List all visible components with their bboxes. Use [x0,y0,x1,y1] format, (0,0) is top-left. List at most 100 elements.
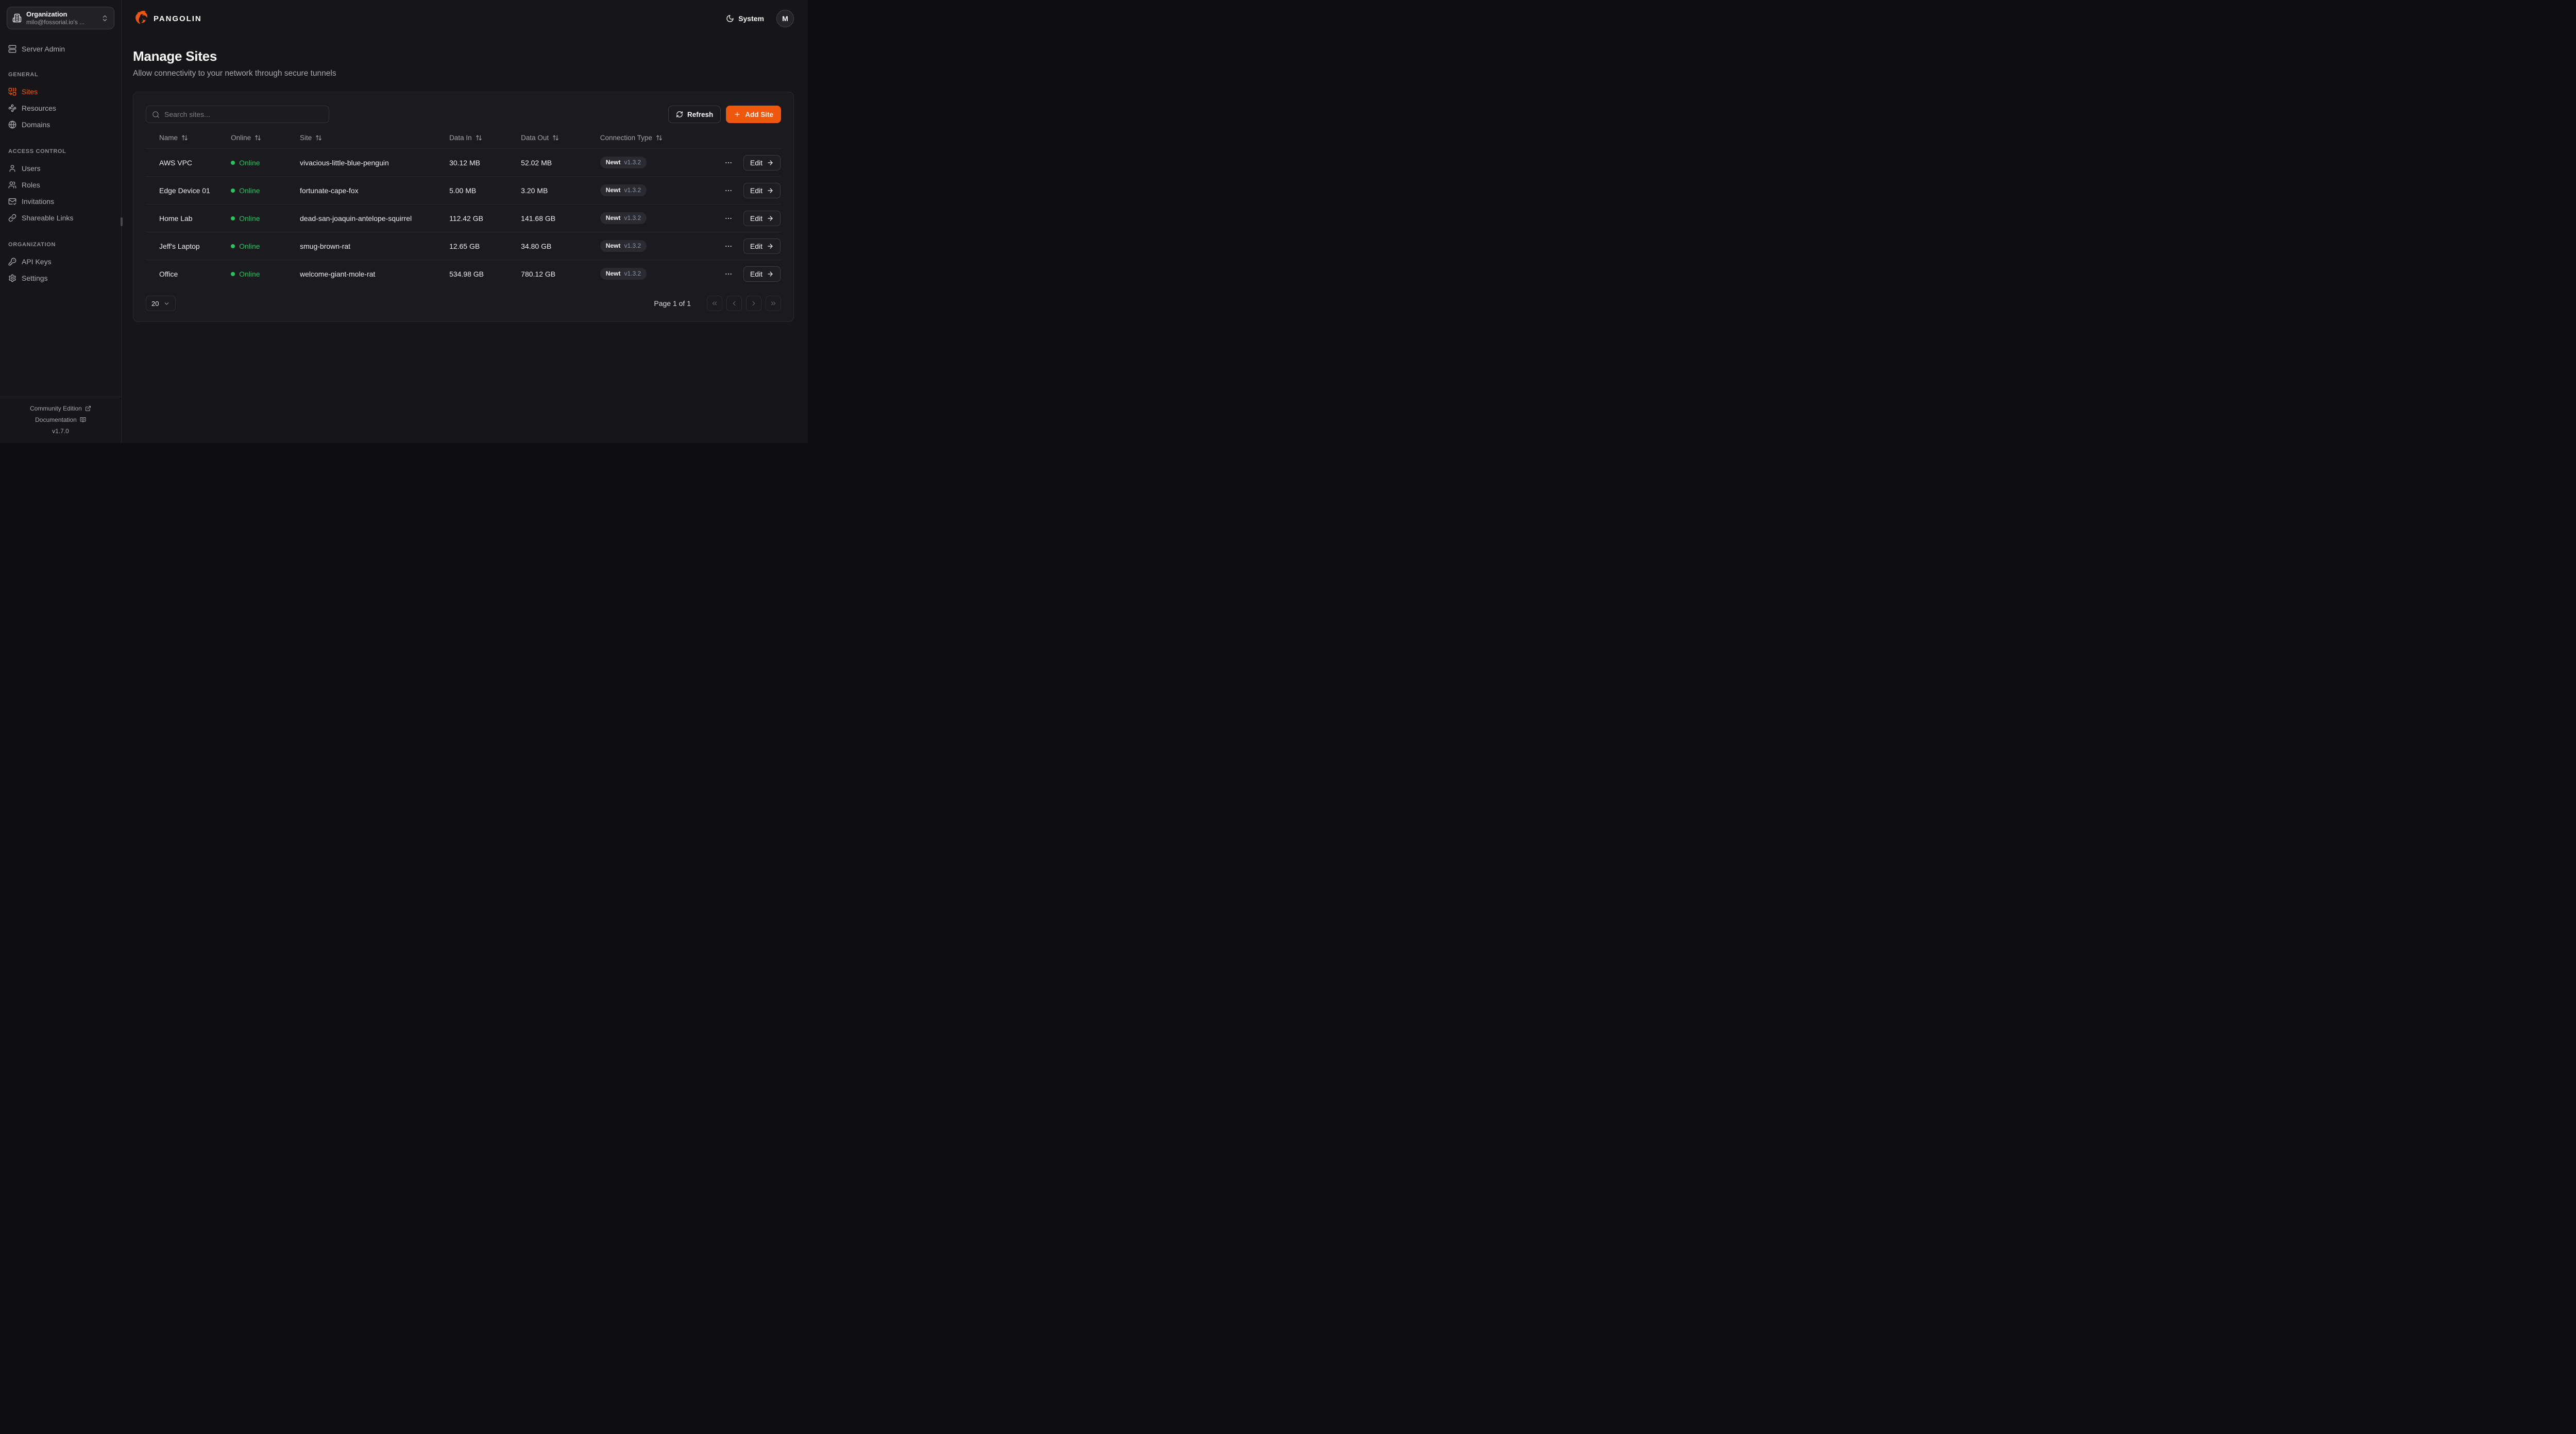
column-label: Online [231,134,251,142]
key-icon [8,258,16,266]
sidebar-item-invitations[interactable]: Invitations [8,193,113,210]
connection-version-label: v1.3.2 [624,270,641,277]
sort-arrows-icon [182,135,188,141]
theme-toggle[interactable]: System [726,14,764,23]
pager: Page 1 of 1 [654,296,781,311]
sidebar-item-roles[interactable]: Roles [8,177,113,193]
section-label-organization: ORGANIZATION [8,242,56,248]
site-name-cell: AWS VPC [146,148,218,177]
column-label: Connection Type [600,134,652,142]
site-name-cell: Jeff's Laptop [146,232,218,260]
table-row: AWS VPC Online vivacious-little-blue-pen… [146,148,781,177]
topbar-right: System M [726,10,794,27]
sidebar-item-api-keys[interactable]: API Keys [8,253,113,270]
external-link-icon [85,406,91,411]
edit-label: Edit [750,186,762,195]
avatar[interactable]: M [776,10,794,27]
documentation-link[interactable]: Documentation [4,414,117,425]
site-connection-type-cell: Newt v1.3.2 [586,204,711,232]
site-connection-type-cell: Newt v1.3.2 [587,260,711,288]
chevrons-left-icon [712,301,717,305]
sort-arrows-icon [656,135,662,141]
sidebar-item-domains[interactable]: Domains [8,116,113,133]
sort-data-in[interactable]: Data In [449,134,482,142]
arrow-right-icon [768,215,773,221]
edit-button[interactable]: Edit [743,238,781,254]
column-header-name: Name [146,127,218,149]
page-size-select[interactable]: 20 [146,296,176,311]
sidebar-item-server-admin[interactable]: Server Admin [8,41,113,57]
sidebar-item-settings[interactable]: Settings [8,270,113,286]
sidebar-item-resources[interactable]: Resources [8,100,113,116]
edit-label: Edit [750,158,762,167]
refresh-button[interactable]: Refresh [668,106,721,123]
row-menu-button[interactable] [724,159,733,167]
table-row: Office Online welcome-giant-mole-rat 534… [146,260,781,288]
sort-arrows-icon [553,135,559,141]
connection-type-label: Newt [605,270,621,277]
user-icon [9,165,15,172]
refresh-label: Refresh [687,110,714,118]
row-menu-button[interactable] [724,214,733,223]
edit-button[interactable]: Edit [743,266,781,282]
arrow-right-icon [768,271,773,277]
brand-name: PANGOLIN [154,14,202,23]
gear-icon [9,274,16,282]
sidebar-item-label: Shareable Links [22,214,74,222]
sort-arrows-icon [316,135,322,141]
sidebar-item-shareable-links[interactable]: Shareable Links [8,210,113,226]
online-status-dot [231,216,235,220]
sort-site[interactable]: Site [300,134,322,142]
page-subtitle: Allow connectivity to your network throu… [133,69,336,78]
row-menu-button[interactable] [724,186,733,195]
sort-online[interactable]: Online [231,134,261,142]
edit-button[interactable]: Edit [743,182,781,198]
arrow-right-icon [768,160,773,165]
site-name-cell: Edge Device 01 [146,176,218,204]
edit-button[interactable]: Edit [743,155,781,170]
sidebar-item-label: Invitations [22,197,55,206]
site-online-cell: Online [217,260,286,288]
last-page-button[interactable] [766,296,781,311]
ellipsis-icon [725,273,732,275]
org-label: Organization [26,10,67,18]
ellipsis-icon [725,245,732,247]
online-status-dot [231,188,235,193]
sidebar-resize-handle[interactable] [121,217,123,226]
sort-connection-type[interactable]: Connection Type [600,134,663,142]
row-menu-button[interactable] [724,242,733,250]
sidebar-item-sites[interactable]: Sites [8,83,113,100]
connection-type-label: Newt [605,186,621,194]
sort-name[interactable]: Name [159,134,188,142]
sidebar-item-users[interactable]: Users [8,160,113,177]
first-page-button[interactable] [707,296,722,311]
plus-icon [735,112,740,117]
page-head: Manage Sites Allow connectivity to your … [133,48,794,78]
row-menu-button[interactable] [724,270,733,278]
pager-buttons [707,296,781,311]
next-page-button[interactable] [746,296,761,311]
search-icon [152,111,159,118]
main-content: PANGOLIN System M Manage Sites Allow con… [122,0,808,443]
site-data-out-cell: 34.80 GB [507,232,587,260]
community-edition-link[interactable]: Community Edition [4,403,117,414]
site-slug-cell: fortunate-cape-fox [286,176,436,204]
search-input[interactable] [164,110,323,118]
edit-button[interactable]: Edit [743,210,781,226]
arrow-right-icon [768,187,773,193]
link-icon [8,214,16,222]
org-value: milo@fossorial.io's ... [26,18,85,26]
add-site-button[interactable]: Add Site [726,106,781,123]
site-data-out-cell: 141.68 GB [507,204,587,232]
sites-table-body: AWS VPC Online vivacious-little-blue-pen… [146,148,781,288]
connection-type-label: Newt [605,159,621,166]
moon-icon [726,15,734,22]
connection-type-badge: Newt v1.3.2 [600,184,647,196]
connection-type-label: Newt [605,242,621,249]
chevron-left-icon [733,301,736,306]
previous-page-button[interactable] [726,296,742,311]
org-switcher[interactable]: Organization milo@fossorial.io's ... [7,7,114,29]
site-actions-cell: Edit [710,176,781,204]
sort-data-out[interactable]: Data Out [521,134,559,142]
search-box [146,106,329,123]
